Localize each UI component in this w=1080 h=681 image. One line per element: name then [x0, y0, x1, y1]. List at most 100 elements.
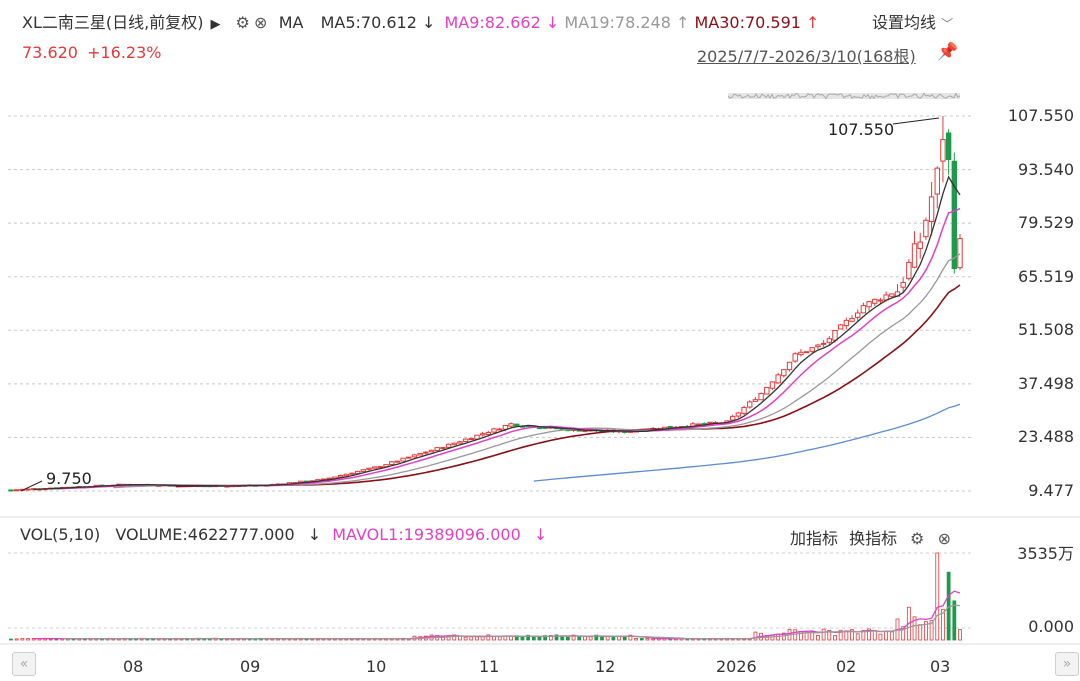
pin-icon[interactable]: 📌: [937, 42, 959, 62]
candle: [764, 386, 770, 395]
candle: [855, 309, 861, 321]
candle: [849, 315, 855, 322]
volume-bar: [554, 634, 559, 641]
volume-bar: [804, 632, 809, 641]
candle: [803, 351, 810, 354]
gear-icon[interactable]: ⚙: [910, 529, 925, 548]
candle: [497, 427, 503, 431]
scroll-right-button[interactable]: »: [1055, 652, 1079, 676]
volume-bar: [565, 636, 570, 641]
candle: [349, 472, 355, 475]
candle: [747, 400, 753, 409]
volume-bar: [889, 631, 894, 641]
volume-bar: [605, 636, 610, 641]
mavol1-arrow: ↓: [533, 525, 548, 544]
mavol1-value: MAVOL1:19389096.000: [332, 525, 521, 544]
candle: [792, 352, 798, 363]
volume-bar: [634, 637, 638, 641]
volume-bar: [952, 600, 957, 641]
stock-name[interactable]: XL二南三星(日线,前复权): [22, 13, 204, 32]
y-tick-label: 65.519: [1018, 266, 1074, 286]
candle: [366, 467, 372, 471]
ma9-value: MA9:82.662: [444, 13, 541, 32]
ma19-line: [113, 253, 961, 489]
volume-bar: [469, 636, 474, 641]
candle: [434, 447, 440, 451]
candle: [354, 470, 361, 474]
volume-bar: [452, 634, 457, 641]
vol-zero-label: 0.000: [1028, 617, 1074, 636]
volume-bar: [912, 616, 917, 641]
candle: [411, 454, 418, 458]
x-tick-label: 12: [595, 657, 616, 676]
ma5-arrow: ↓: [421, 13, 436, 32]
range-scroller-strip[interactable]: [727, 91, 961, 101]
candle: [866, 301, 872, 311]
volume-bar: [571, 634, 576, 641]
ma-settings-button[interactable]: 设置均线 ﹀: [872, 9, 953, 33]
candle: [860, 302, 867, 314]
volume-bar: [878, 633, 883, 641]
candle: [417, 453, 423, 456]
ma-long-line: [533, 403, 961, 482]
volume-bar: [463, 636, 468, 641]
volume-bar: [14, 638, 19, 641]
candle: [582, 430, 588, 433]
ma-toggle[interactable]: MA: [278, 13, 304, 32]
candle: [8, 489, 14, 492]
candle: [798, 349, 804, 357]
scroll-left-button[interactable]: «: [12, 652, 36, 676]
candle: [843, 317, 850, 330]
date-range[interactable]: 2025/7/7-2026/3/10(168根): [697, 47, 916, 66]
volume-bar: [827, 629, 832, 641]
volume-bar: [26, 638, 30, 641]
ma30-line: [175, 284, 961, 488]
volume-bar: [645, 638, 650, 641]
add-indicator-button[interactable]: 加指标: [790, 529, 839, 548]
volume-bar: [611, 636, 616, 641]
candle: [389, 460, 395, 466]
grid-lines: [8, 115, 972, 492]
volume-bar: [639, 638, 644, 641]
y-tick-label: 9.477: [1028, 481, 1074, 500]
y-tick-label: 79.529: [1018, 213, 1074, 233]
volume-grid: [8, 552, 972, 629]
candle: [837, 323, 844, 330]
play-icon[interactable]: ▶: [210, 17, 221, 32]
candle: [508, 422, 514, 428]
x-tick-label: 2026: [716, 657, 757, 676]
volume-bar: [560, 635, 565, 641]
chart-header: XL二南三星(日线,前复权) ▶ ⚙ ⊗ MA MA5:70.612 ↓ MA9:…: [22, 9, 819, 33]
volume-bar: [600, 636, 604, 641]
volume-bar: [531, 636, 536, 641]
candle: [815, 343, 821, 350]
volume-bar: [475, 636, 479, 641]
close-circle-icon[interactable]: ⊗: [253, 13, 268, 32]
y-tick-label: 37.498: [1018, 373, 1074, 393]
candle: [889, 293, 895, 298]
candle: [451, 442, 457, 446]
candle: [25, 488, 31, 491]
gear-icon[interactable]: ⚙: [235, 13, 250, 32]
candle: [786, 361, 793, 372]
y-tick-label: 51.508: [1018, 320, 1074, 340]
candle: [826, 335, 832, 345]
current-price: 73.620: [22, 43, 78, 62]
candle: [337, 474, 344, 478]
volume-bar: [929, 620, 934, 641]
y-tick-label: 93.540: [1018, 159, 1074, 179]
range-scroller[interactable]: [727, 86, 961, 100]
close-circle-icon[interactable]: ⊗: [937, 529, 952, 548]
candle: [445, 443, 452, 448]
vol-max-label: 3535万: [1017, 544, 1074, 563]
volume-header: VOL(5,10) VOLUME:4622777.000 ↓ MAVOL1:19…: [20, 525, 547, 544]
candle: [769, 381, 776, 390]
x-tick-label: 03: [930, 657, 951, 676]
change-indicator-button[interactable]: 换指标: [849, 529, 898, 548]
candle: [462, 438, 469, 443]
x-tick-label: 09: [240, 657, 261, 676]
candle: [371, 466, 378, 469]
candle: [468, 437, 474, 441]
candle: [707, 421, 713, 424]
